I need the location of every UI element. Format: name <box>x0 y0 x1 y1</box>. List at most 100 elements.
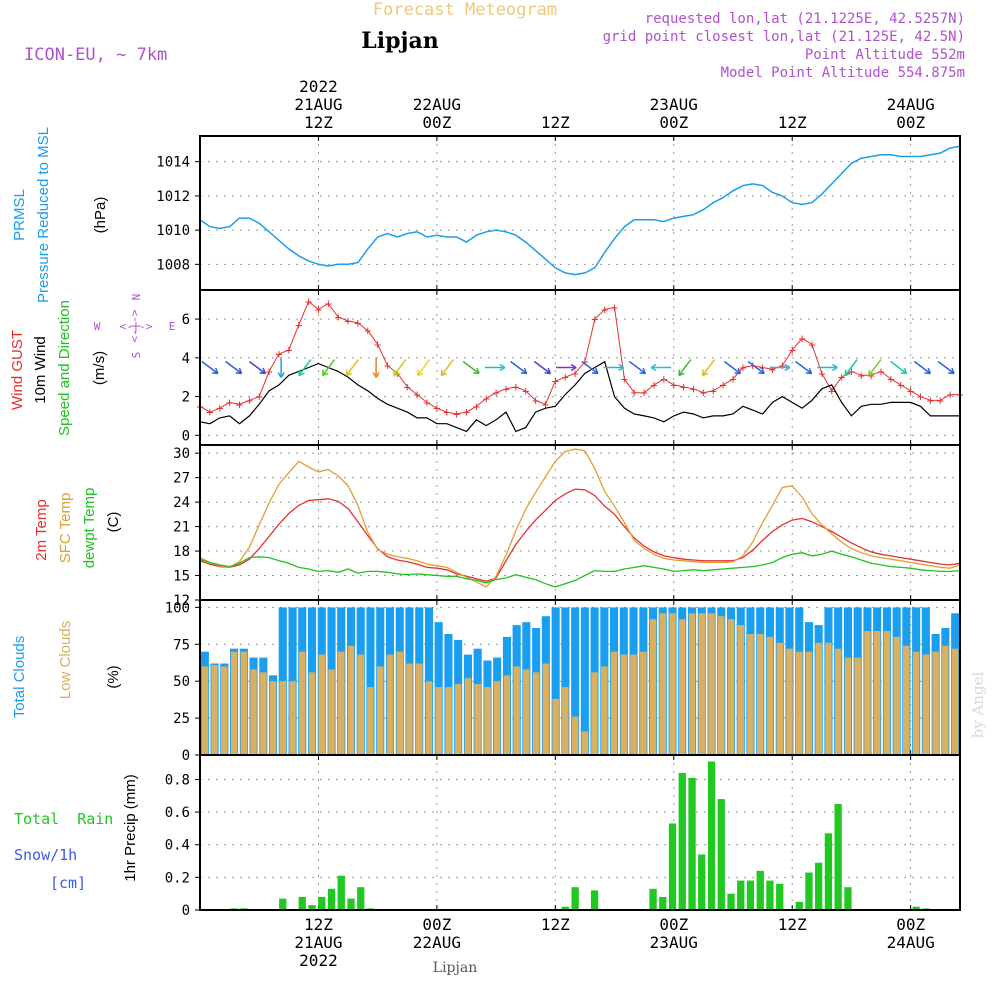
gust-marker: + <box>285 343 292 357</box>
rain-bar <box>737 880 745 910</box>
rain-bar <box>298 896 306 910</box>
gust-marker: + <box>473 399 480 413</box>
low-cloud-bar <box>805 651 813 755</box>
wind-arrow-head <box>238 367 243 374</box>
gust-marker: + <box>621 372 628 386</box>
wind-arrow-head <box>650 366 657 372</box>
panel-2: 12 15 18 21 24 27 30 <box>173 445 960 609</box>
low-cloud-bar <box>493 681 501 755</box>
low-cloud-bar <box>571 716 579 755</box>
low-cloud-bar <box>620 654 628 755</box>
model-name: ICON-EU, ~ 7km <box>24 45 167 65</box>
low-cloud-bar <box>454 684 462 755</box>
ytick-label: 0 <box>182 748 190 764</box>
gust-marker: + <box>660 372 667 386</box>
bottom-time-label: 12Z <box>541 915 570 934</box>
low-cloud-bar <box>893 636 900 755</box>
gust-marker: + <box>265 364 272 378</box>
wind-arrow-head <box>441 372 448 377</box>
top-time-label: 2022 <box>299 77 338 96</box>
wind-arrow-head <box>618 366 625 372</box>
wind-direction-arrow <box>462 360 480 375</box>
low-cloud-bar <box>347 645 355 755</box>
pressure-panel-labels: PRMSL Pressure Reduced to MSL (hPa) <box>11 127 109 303</box>
ytick-label: 1008 <box>156 257 190 273</box>
rain-bar <box>659 896 667 910</box>
rain-bar <box>717 799 725 910</box>
pressure-label-short: PRMSL <box>11 189 28 241</box>
rain-bar <box>649 888 657 910</box>
wind-arrow-head <box>499 363 506 369</box>
gust-marker: + <box>295 318 302 332</box>
compass-arrow-vertical: <-|-> <box>128 309 141 342</box>
bottom-time-label: 00Z <box>422 915 451 934</box>
wind-arrow-head <box>805 372 812 375</box>
low-cloud-bar <box>912 651 920 755</box>
snow-label: Snow/1h <box>14 846 77 864</box>
gust-marker: + <box>710 384 717 398</box>
low-cloud-bar <box>211 665 218 755</box>
bottom-time-label: 12Z <box>304 915 333 934</box>
wind-arrow-head <box>591 372 598 375</box>
temp2m-line <box>199 488 961 582</box>
low-cloud-bar <box>747 634 754 755</box>
low-cloud-bar <box>221 666 228 755</box>
gust-marker: + <box>335 310 342 324</box>
rain-bar <box>756 870 764 910</box>
rain-bar <box>707 761 716 910</box>
rain-bar <box>698 854 706 910</box>
ytick-label: 15 <box>173 569 190 585</box>
gust-marker: + <box>433 401 440 415</box>
low-cloud-bar <box>308 672 316 755</box>
wind-direction-arrow <box>795 360 813 375</box>
wind-label: 10m Wind <box>32 336 49 404</box>
ytick-label: 21 <box>173 520 190 536</box>
low-cloud-bar <box>513 666 520 755</box>
wind-arrow-head <box>544 372 551 375</box>
gust-marker: + <box>779 359 786 373</box>
gust-marker: + <box>364 324 371 338</box>
total-cloud-bar <box>571 607 580 755</box>
wind-arrow-head <box>520 372 527 375</box>
top-time-label: 12Z <box>778 113 807 132</box>
wind-direction-arrow <box>225 360 243 375</box>
gust-marker: + <box>453 407 460 421</box>
ytick-label: 75 <box>173 637 190 653</box>
dewpt-line <box>199 550 961 588</box>
wind-arrow-head <box>262 367 267 374</box>
low-cloud-bar <box>542 663 550 755</box>
low-cloud-bar <box>230 651 238 755</box>
wind-unit: (m/s) <box>91 351 108 385</box>
gust-marker: + <box>759 361 766 375</box>
wind-direction-arrow <box>628 360 646 375</box>
gust-marker: + <box>562 370 569 384</box>
wind-direction-arrow <box>322 359 336 376</box>
wind-direction-arrow <box>844 359 858 376</box>
snow-unit: [cm] <box>50 874 86 892</box>
gust-marker: + <box>838 370 845 384</box>
wind-panel-labels: Wind GUST 10m Wind Speed and Direction (… <box>9 294 175 436</box>
gust-marker: + <box>680 380 687 394</box>
wind-arrow-head <box>650 363 657 369</box>
wind-arrow-head <box>900 372 907 375</box>
pressure-unit: (hPa) <box>92 197 109 234</box>
wind-direction-arrow <box>937 360 955 375</box>
low-cloud-bar <box>425 681 433 755</box>
precip-panel-labels: Total Rain Snow/1h [cm] 1hr Precip (mm) <box>14 774 139 892</box>
low-cloud-bar <box>903 645 910 755</box>
wind-direction-arrow <box>702 359 716 376</box>
wind-direction-arrow <box>723 360 741 375</box>
wind-arrow-head <box>951 367 955 374</box>
gust-marker: + <box>789 343 796 357</box>
wind-arrow-head <box>808 367 813 374</box>
rain-bar <box>308 905 316 910</box>
wind-direction-arrow <box>678 359 692 376</box>
gust-marker: + <box>808 337 815 351</box>
rain-bar <box>279 898 287 910</box>
gust-marker: + <box>522 384 529 398</box>
gust-marker: + <box>818 366 825 380</box>
ytick-label: 25 <box>173 711 190 727</box>
wind-arrow-head <box>618 363 625 369</box>
bottom-time-label: 22AUG <box>413 933 461 952</box>
wind-arrow-head <box>393 372 400 377</box>
